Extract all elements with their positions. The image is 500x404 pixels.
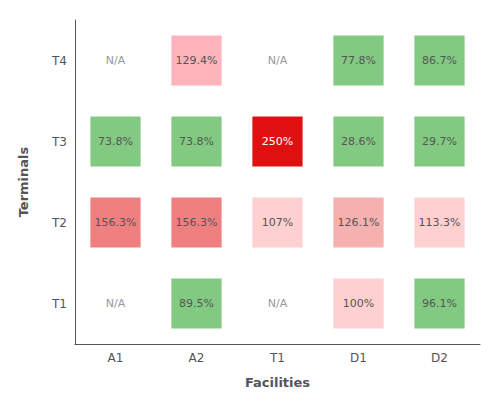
svg-text:A2: A2	[189, 351, 205, 365]
svg-text:T1: T1	[269, 351, 285, 365]
svg-text:73.8%: 73.8%	[98, 135, 133, 148]
svg-text:T4: T4	[51, 54, 67, 68]
svg-text:N/A: N/A	[106, 54, 126, 67]
svg-text:T3: T3	[51, 135, 67, 149]
svg-text:126.1%: 126.1%	[338, 216, 380, 229]
svg-text:156.3%: 156.3%	[176, 216, 218, 229]
svg-text:N/A: N/A	[106, 297, 126, 310]
svg-text:156.3%: 156.3%	[95, 216, 137, 229]
svg-text:D2: D2	[431, 351, 448, 365]
svg-text:89.5%: 89.5%	[179, 297, 214, 310]
svg-text:73.8%: 73.8%	[179, 135, 214, 148]
svg-text:100%: 100%	[343, 297, 374, 310]
svg-text:D1: D1	[350, 351, 367, 365]
svg-text:28.6%: 28.6%	[341, 135, 376, 148]
svg-text:77.8%: 77.8%	[341, 54, 376, 67]
svg-text:Terminals: Terminals	[16, 146, 31, 217]
svg-text:86.7%: 86.7%	[422, 54, 457, 67]
svg-text:96.1%: 96.1%	[422, 297, 457, 310]
svg-text:A1: A1	[108, 351, 124, 365]
svg-text:29.7%: 29.7%	[422, 135, 457, 148]
svg-text:N/A: N/A	[268, 297, 288, 310]
svg-text:107%: 107%	[262, 216, 293, 229]
svg-text:T2: T2	[51, 216, 67, 230]
svg-text:Facilities: Facilities	[245, 375, 310, 390]
svg-text:250%: 250%	[262, 135, 293, 148]
svg-text:T1: T1	[51, 297, 67, 311]
svg-text:129.4%: 129.4%	[176, 54, 218, 67]
svg-text:N/A: N/A	[268, 54, 288, 67]
svg-text:113.3%: 113.3%	[419, 216, 461, 229]
